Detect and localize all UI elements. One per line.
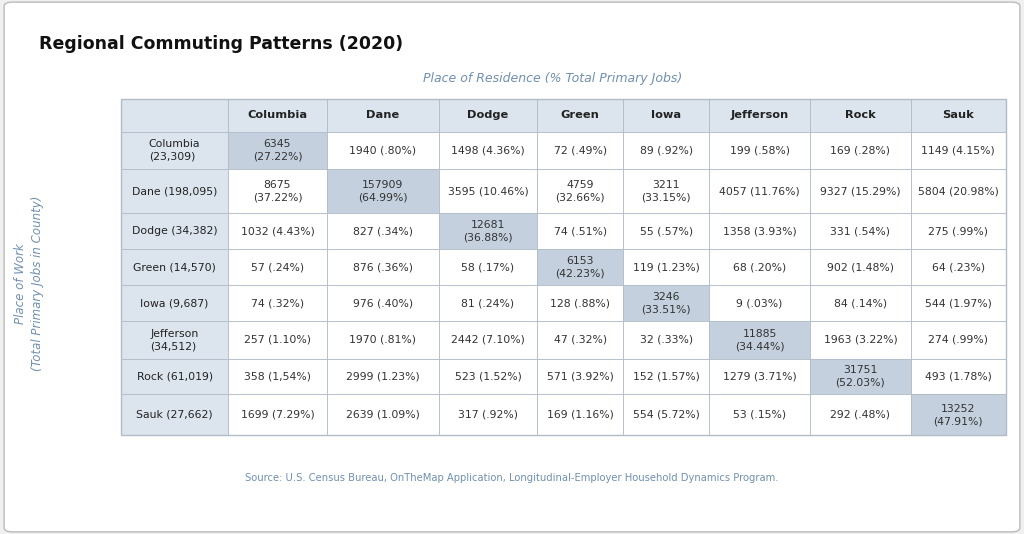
- Text: 8675
(37.22%): 8675 (37.22%): [253, 180, 302, 202]
- Text: 58 (.17%): 58 (.17%): [462, 262, 515, 272]
- Text: Dane (198,095): Dane (198,095): [132, 186, 217, 197]
- Text: 4057 (11.76%): 4057 (11.76%): [719, 186, 800, 197]
- Text: 68 (.20%): 68 (.20%): [733, 262, 786, 272]
- Text: 72 (.49%): 72 (.49%): [554, 146, 606, 155]
- Text: 317 (.92%): 317 (.92%): [458, 410, 518, 420]
- Text: 1970 (.81%): 1970 (.81%): [349, 335, 416, 345]
- Text: 157909
(64.99%): 157909 (64.99%): [358, 180, 408, 202]
- Text: 1699 (7.29%): 1699 (7.29%): [241, 410, 314, 420]
- Text: 275 (.99%): 275 (.99%): [928, 226, 988, 237]
- Text: 74 (.51%): 74 (.51%): [554, 226, 606, 237]
- Text: Place of Residence (% Total Primary Jobs): Place of Residence (% Total Primary Jobs…: [423, 72, 683, 85]
- Text: 571 (3.92%): 571 (3.92%): [547, 372, 613, 381]
- Text: Dane: Dane: [367, 111, 399, 120]
- Text: 13252
(47.91%): 13252 (47.91%): [934, 404, 983, 426]
- Text: 11885
(34.44%): 11885 (34.44%): [734, 328, 784, 351]
- Text: 544 (1.97%): 544 (1.97%): [925, 298, 991, 308]
- Text: 3595 (10.46%): 3595 (10.46%): [447, 186, 528, 197]
- Text: 64 (.23%): 64 (.23%): [932, 262, 985, 272]
- Text: 119 (1.23%): 119 (1.23%): [633, 262, 699, 272]
- Text: Dodge: Dodge: [467, 111, 509, 120]
- Text: Jefferson
(34,512): Jefferson (34,512): [151, 328, 199, 351]
- Text: 81 (.24%): 81 (.24%): [462, 298, 515, 308]
- Text: 493 (1.78%): 493 (1.78%): [925, 372, 991, 381]
- Text: 292 (.48%): 292 (.48%): [830, 410, 891, 420]
- Text: 47 (.32%): 47 (.32%): [554, 335, 606, 345]
- Text: Sauk: Sauk: [942, 111, 974, 120]
- Text: 199 (.58%): 199 (.58%): [729, 146, 790, 155]
- Text: 6345
(27.22%): 6345 (27.22%): [253, 139, 302, 162]
- Text: 53 (.15%): 53 (.15%): [733, 410, 786, 420]
- Text: 1498 (4.36%): 1498 (4.36%): [452, 146, 525, 155]
- Text: 74 (.32%): 74 (.32%): [251, 298, 304, 308]
- Text: 523 (1.52%): 523 (1.52%): [455, 372, 521, 381]
- Text: 1963 (3.22%): 1963 (3.22%): [823, 335, 897, 345]
- Text: Columbia
(23,309): Columbia (23,309): [148, 139, 201, 162]
- Text: Source: U.S. Census Bureau, OnTheMap Application, Longitudinal-Employer Househol: Source: U.S. Census Bureau, OnTheMap App…: [246, 473, 778, 483]
- Text: 2639 (1.09%): 2639 (1.09%): [346, 410, 420, 420]
- Text: 2442 (7.10%): 2442 (7.10%): [451, 335, 525, 345]
- Text: 31751
(52.03%): 31751 (52.03%): [836, 365, 886, 388]
- Text: 9 (.03%): 9 (.03%): [736, 298, 782, 308]
- Text: 976 (.40%): 976 (.40%): [352, 298, 413, 308]
- Text: 152 (1.57%): 152 (1.57%): [633, 372, 699, 381]
- Text: 2999 (1.23%): 2999 (1.23%): [346, 372, 420, 381]
- Text: 358 (1,54%): 358 (1,54%): [244, 372, 311, 381]
- Text: 169 (1.16%): 169 (1.16%): [547, 410, 613, 420]
- Text: Rock: Rock: [845, 111, 876, 120]
- Text: 1149 (4.15%): 1149 (4.15%): [922, 146, 995, 155]
- Text: 257 (1.10%): 257 (1.10%): [244, 335, 311, 345]
- Text: 9327 (15.29%): 9327 (15.29%): [820, 186, 901, 197]
- Text: 169 (.28%): 169 (.28%): [830, 146, 891, 155]
- Text: 274 (.99%): 274 (.99%): [928, 335, 988, 345]
- Text: 32 (.33%): 32 (.33%): [640, 335, 692, 345]
- Text: 89 (.92%): 89 (.92%): [640, 146, 692, 155]
- Text: 1279 (3.71%): 1279 (3.71%): [723, 372, 797, 381]
- Text: 827 (.34%): 827 (.34%): [352, 226, 413, 237]
- Text: Place of Work
(Total Primary Jobs in County): Place of Work (Total Primary Jobs in Cou…: [13, 196, 44, 371]
- Text: Iowa: Iowa: [651, 111, 681, 120]
- Text: 554 (5.72%): 554 (5.72%): [633, 410, 699, 420]
- Text: 331 (.54%): 331 (.54%): [830, 226, 891, 237]
- Text: Iowa (9,687): Iowa (9,687): [140, 298, 209, 308]
- Text: Sauk (27,662): Sauk (27,662): [136, 410, 213, 420]
- Text: 902 (1.48%): 902 (1.48%): [827, 262, 894, 272]
- Text: 84 (.14%): 84 (.14%): [834, 298, 887, 308]
- Text: Green: Green: [561, 111, 600, 120]
- Text: Rock (61,019): Rock (61,019): [136, 372, 213, 381]
- Text: Regional Commuting Patterns (2020): Regional Commuting Patterns (2020): [39, 35, 403, 53]
- Text: Dodge (34,382): Dodge (34,382): [132, 226, 217, 237]
- Text: 12681
(36.88%): 12681 (36.88%): [463, 220, 513, 242]
- Text: 55 (.57%): 55 (.57%): [640, 226, 692, 237]
- Text: 6153
(42.23%): 6153 (42.23%): [555, 256, 605, 278]
- Text: 876 (.36%): 876 (.36%): [352, 262, 413, 272]
- Text: 1358 (3.93%): 1358 (3.93%): [723, 226, 797, 237]
- Text: Green (14,570): Green (14,570): [133, 262, 216, 272]
- Text: 128 (.88%): 128 (.88%): [550, 298, 610, 308]
- Text: 57 (.24%): 57 (.24%): [251, 262, 304, 272]
- Text: 3246
(33.51%): 3246 (33.51%): [641, 292, 691, 315]
- Text: 3211
(33.15%): 3211 (33.15%): [641, 180, 691, 202]
- Text: 5804 (20.98%): 5804 (20.98%): [918, 186, 998, 197]
- Text: 1940 (.80%): 1940 (.80%): [349, 146, 417, 155]
- Text: Columbia: Columbia: [248, 111, 307, 120]
- Text: 4759
(32.66%): 4759 (32.66%): [555, 180, 605, 202]
- Text: Jefferson: Jefferson: [730, 111, 788, 120]
- Text: 1032 (4.43%): 1032 (4.43%): [241, 226, 314, 237]
